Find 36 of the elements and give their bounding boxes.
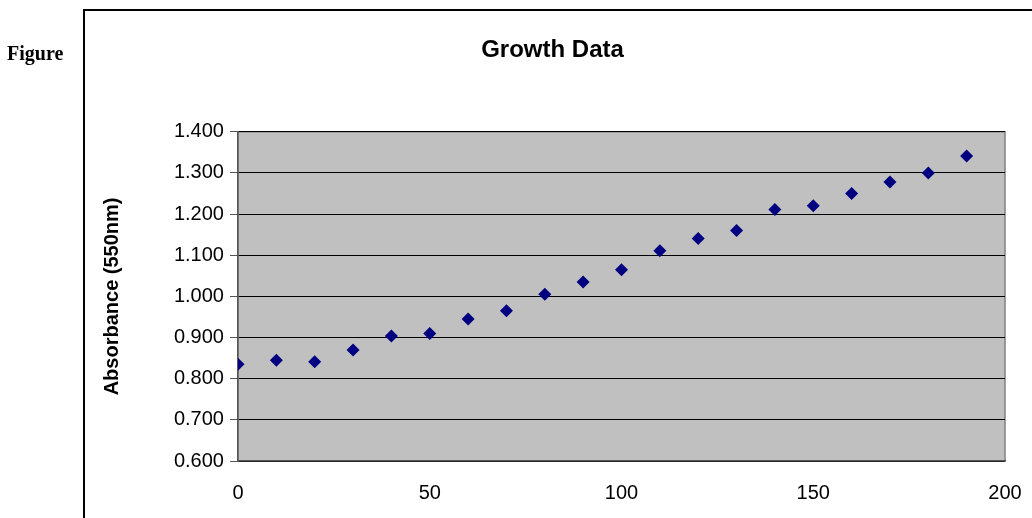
point — [384, 329, 398, 343]
y-axis-title: Absorbance (550nm) — [99, 197, 122, 396]
y-tick-label: 0.700 — [173, 407, 224, 430]
y-tick-label: 1.400 — [173, 119, 224, 142]
x-tick-label: 0 — [232, 480, 244, 503]
point — [576, 275, 590, 289]
point — [308, 355, 322, 369]
x-tick-label: 100 — [604, 480, 639, 503]
point — [730, 224, 744, 238]
point — [768, 203, 782, 217]
point — [346, 343, 360, 357]
point — [921, 166, 935, 180]
y-tick-label: 0.900 — [173, 325, 224, 348]
point — [883, 175, 897, 189]
point — [499, 304, 513, 318]
point — [806, 199, 820, 213]
point — [691, 231, 705, 245]
point — [461, 312, 475, 326]
point — [653, 244, 667, 258]
point — [269, 353, 283, 367]
point — [845, 187, 859, 201]
y-tick-label: 1.300 — [173, 160, 224, 183]
x-tick-label: 200 — [988, 480, 1022, 503]
x-tick-label: 50 — [418, 480, 441, 503]
x-tick-label: 150 — [796, 480, 830, 503]
y-tick-label: 0.600 — [173, 448, 224, 471]
point — [538, 287, 552, 301]
y-tick-label: 1.100 — [173, 242, 224, 265]
text: Figure — [7, 42, 64, 65]
chart-title: Growth Data — [481, 35, 625, 63]
point — [615, 263, 628, 277]
y-tick-label: 0.800 — [173, 366, 224, 389]
y-tick-label: 1.000 — [173, 283, 224, 306]
point — [423, 326, 437, 340]
point — [960, 149, 974, 163]
y-tick-label: 1.200 — [173, 201, 224, 224]
